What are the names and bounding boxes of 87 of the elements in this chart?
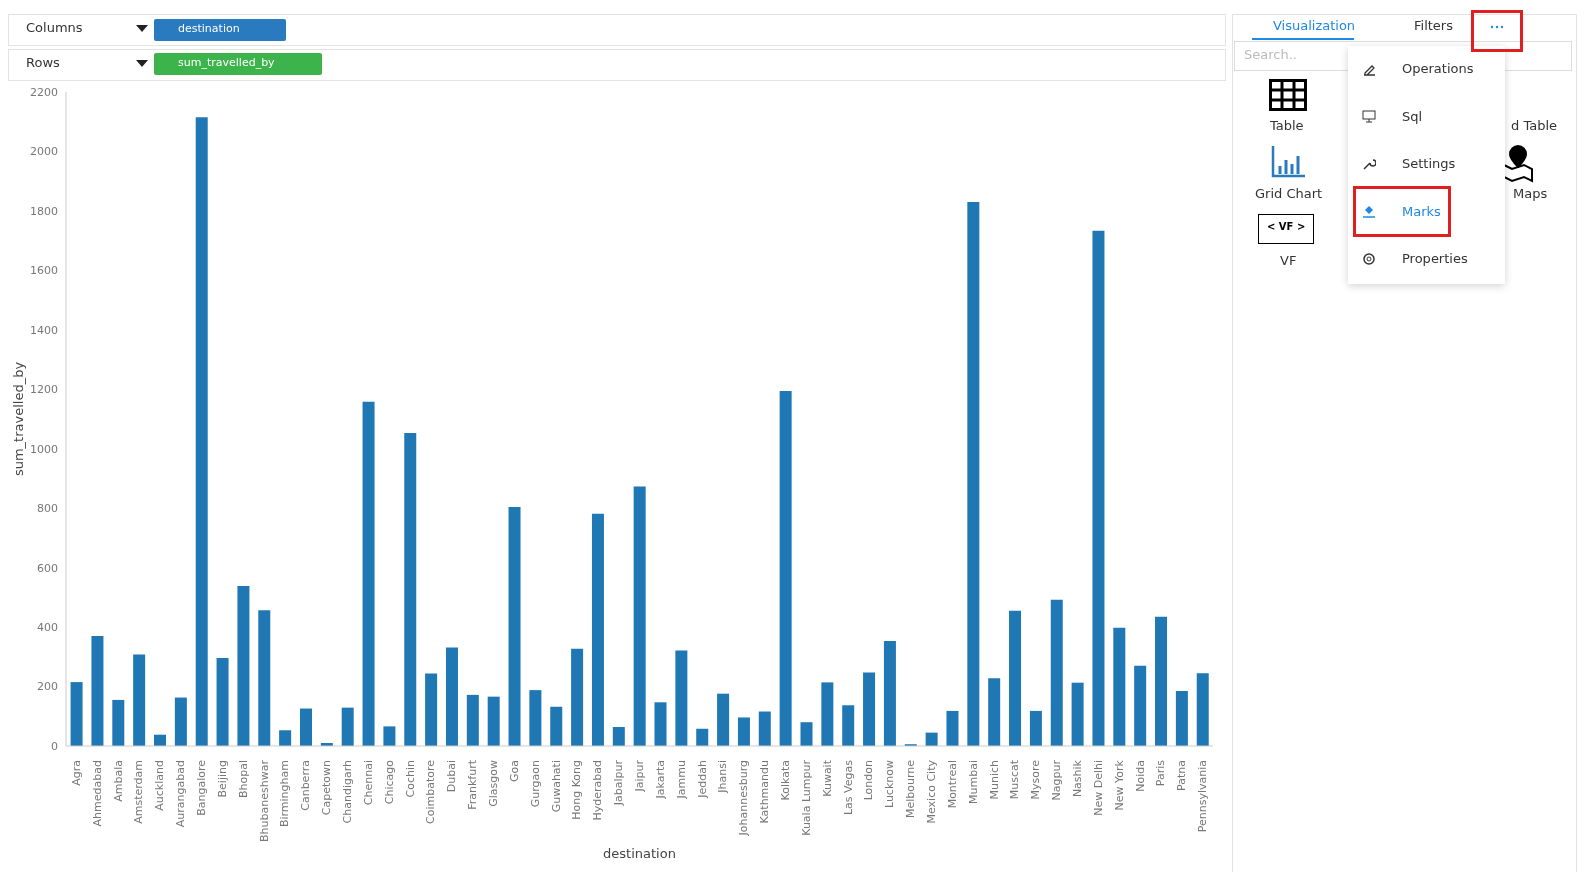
text: Filters (1414, 18, 1453, 33)
x-tick-label: Jabalpur (612, 759, 626, 807)
y-tick-label: 800 (37, 502, 58, 516)
x-tick-label: Cochin (403, 759, 417, 798)
text: Columns (26, 20, 83, 35)
x-tick-label: Paris (1154, 759, 1168, 787)
x-tick-label: Ahmedabad (90, 760, 104, 827)
x-tick-label: Lucknow (883, 760, 897, 809)
x-tick-label: Chandigarh (341, 759, 355, 824)
x-tick-label: Mexico City (924, 759, 938, 824)
text: Properties (1402, 251, 1468, 266)
y-tick-label: 200 (37, 680, 58, 694)
x-tick-label: Chicago (382, 759, 396, 805)
x-tick-label: Auckland (153, 760, 167, 811)
text: d Table (1511, 118, 1558, 133)
x-tick-label: London (862, 759, 876, 801)
x-tick-label: Melbourne (904, 759, 918, 819)
x-tick-label: Kuwait (820, 759, 834, 797)
x-tick-label: Amsterdam (132, 760, 146, 824)
x-tick-label: Noida (1133, 760, 1147, 792)
text: Settings (1402, 156, 1456, 171)
x-tick-label: Canberra (299, 760, 313, 811)
x-tick-label: Agra (69, 760, 83, 786)
y-tick-label: 2000 (30, 145, 58, 159)
x-tick-label: Capetown (320, 759, 334, 816)
x-tick-label: Aurangabad (174, 760, 188, 828)
x-tick-label: Mysore (1029, 759, 1043, 800)
x-tick-label: Jeddah (695, 759, 709, 799)
text: Maps (1513, 186, 1548, 201)
text: VF (1280, 253, 1297, 268)
text: Rows (26, 55, 60, 70)
x-tick-label: Nashik (1070, 759, 1084, 798)
x-tick-label: Bhopal (236, 760, 250, 799)
x-tick-label: Muscat (1008, 759, 1022, 800)
x-tick-label: Birmingham (278, 760, 292, 828)
x-tick-label: Guwahati (549, 760, 563, 813)
text: Table (1270, 118, 1304, 133)
x-tick-label: New York (1112, 759, 1126, 811)
x-tick-label: Johannesburg (737, 760, 751, 837)
y-tick-label: 2200 (30, 85, 58, 99)
x-tick-label: Patna (1175, 760, 1189, 791)
x-tick-label: Ambala (111, 760, 125, 802)
text: sum_travelled_by (178, 56, 275, 69)
x-tick-label: Jakarta (653, 760, 667, 800)
text: Visualization (1273, 18, 1356, 33)
x-tick-label: Mumbai (966, 760, 980, 804)
y-tick-label: 600 (37, 561, 58, 575)
x-tick-label: Gurgaon (528, 759, 542, 808)
x-tick-label: Goa (507, 760, 521, 782)
x-tick-label: Bangalore (195, 759, 209, 816)
x-tick-label: Hong Kong (570, 760, 584, 820)
x-tick-label: Kuala Lumpur (799, 759, 813, 836)
x-tick-label: Bhubaneshwar (257, 759, 271, 842)
y-tick-label: 400 (37, 621, 58, 634)
y-axis-title: sum_travelled_by (10, 361, 26, 477)
x-tick-label: Glasgow (487, 760, 501, 807)
text: Sql (1402, 109, 1423, 124)
y-tick-label: 1400 (30, 323, 58, 337)
x-tick-label: Munich (987, 759, 1001, 800)
x-tick-label: Jhansi (716, 760, 730, 794)
text: < VF > (1267, 221, 1306, 232)
x-tick-label: Coimbatore (424, 759, 438, 824)
y-tick-label: 1000 (30, 442, 58, 456)
x-tick-label: Frankfurt (466, 759, 480, 810)
x-tick-label: New Delhi (1091, 760, 1105, 816)
x-axis-title: destination (603, 846, 676, 861)
x-tick-label: Kolkata (778, 760, 792, 801)
y-tick-label: 0 (51, 739, 58, 753)
x-tick-label: Dubai (445, 760, 459, 793)
x-tick-label: Hyderabad (591, 760, 605, 821)
x-tick-label: Beijing (215, 760, 229, 798)
x-tick-label: Nagpur (1050, 759, 1064, 801)
y-tick-label: 1600 (30, 264, 58, 278)
text: Search.. (1244, 47, 1297, 62)
y-tick-label: 1800 (30, 204, 58, 218)
x-tick-label: Jammu (674, 760, 688, 800)
x-tick-label: Las Vegas (841, 759, 855, 815)
x-tick-label: Kathmandu (758, 760, 772, 824)
x-tick-label: Jaipur (633, 759, 646, 793)
text: Marks (1402, 204, 1441, 219)
x-tick-label: Chennai (361, 760, 375, 806)
text: destination (178, 22, 240, 35)
x-tick-label: Montreal (945, 760, 959, 809)
x-tick-label: Pennsylvania (1196, 760, 1210, 833)
text: Grid Chart (1255, 186, 1323, 201)
y-tick-label: 1200 (30, 383, 58, 397)
text: Operations (1402, 61, 1474, 76)
